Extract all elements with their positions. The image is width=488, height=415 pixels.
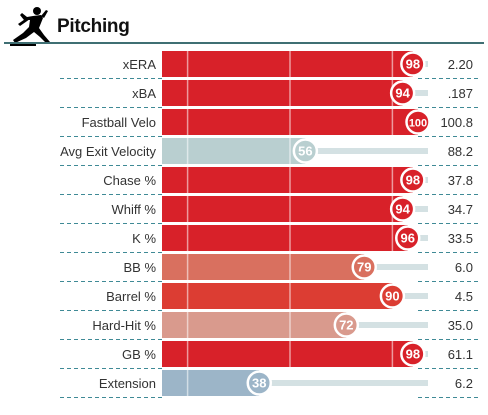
category-label: Hard-Hit % [92,318,156,333]
stat-value: 6.2 [455,376,473,391]
stat-value: .187 [448,86,473,101]
stat-value: 61.1 [448,347,473,362]
bar [162,341,413,367]
percentile-label: 38 [252,376,266,391]
percentile-label: 98 [406,347,420,362]
percentile-badge [246,370,273,396]
stat-value: 34.7 [448,202,473,217]
percentile-badge [389,80,416,106]
category-label: Fastball Velo [82,115,156,130]
percentile-badge [405,109,431,135]
bar [162,370,260,396]
percentile-badge [395,225,421,251]
bar [162,167,413,193]
bar [162,80,403,106]
percentile-badge [333,312,360,338]
percentile-label: 90 [385,289,399,304]
percentile-badge [389,196,416,222]
percentile-badge [379,283,406,309]
percentile-label: 56 [298,144,312,159]
category-label: Extension [99,376,156,391]
bar [162,51,413,77]
stat-value: 37.8 [448,173,473,188]
percentile-label: 96 [401,231,415,246]
header-rule [4,42,484,44]
percentile-label: 94 [395,86,410,101]
stat-value: 2.20 [448,57,473,72]
percentile-label: 98 [406,57,420,72]
bar [162,225,408,251]
section-title: Pitching [57,16,130,37]
category-label: Barrel % [106,289,156,304]
category-label: Chase % [103,173,156,188]
category-label: BB % [123,260,156,275]
bar [162,138,306,164]
category-label: Whiff % [111,202,156,217]
category-label: GB % [122,347,156,362]
bar [162,254,365,280]
pitcher-icon [10,7,50,46]
percentile-label: 100 [409,118,427,130]
category-label: Avg Exit Velocity [60,144,156,159]
percentile-label: 94 [395,202,410,217]
category-label: xBA [132,86,156,101]
category-label: K % [132,231,156,246]
percentile-badge [351,254,377,280]
percentile-badge [400,51,426,77]
section-header: Pitching [0,0,488,48]
category-label: xERA [123,57,157,72]
stat-value: 4.5 [455,289,473,304]
bar-track [162,380,428,386]
stat-value: 6.0 [455,260,473,275]
percentile-label: 79 [357,260,371,275]
stat-value: 33.5 [448,231,473,246]
percentile-badge [400,167,426,193]
percentile-badge [292,138,319,164]
stat-value: 88.2 [448,144,473,159]
bar [162,312,347,338]
percentile-label: 98 [406,173,420,188]
stat-value: 35.0 [448,318,473,333]
bar [162,196,403,222]
bar [162,283,393,309]
percentile-label: 72 [339,318,353,333]
stat-value: 100.8 [440,115,473,130]
percentile-badge [400,341,426,367]
